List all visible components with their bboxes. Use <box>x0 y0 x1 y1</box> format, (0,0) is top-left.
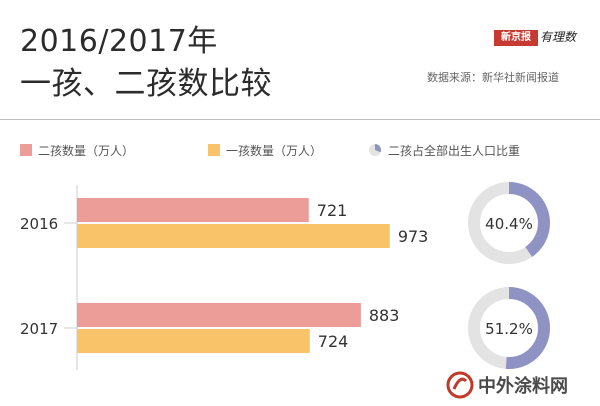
share-label-2016: 40.4% <box>485 215 533 233</box>
divider-accent <box>0 119 22 120</box>
divider <box>20 119 600 120</box>
bar-second-child-2017 <box>77 303 361 327</box>
legend-label-share: 二孩占全部出生人口比重 <box>388 143 521 158</box>
logo-script: 有理数 <box>540 30 577 44</box>
watermark: 中外涂料网 <box>446 370 596 400</box>
chart: 2016 721 973 40.4% 2017 883 724 51.2% <box>20 182 550 370</box>
watermark-text: 中外涂料网 <box>478 376 568 397</box>
legend-item-first-child: 一孩数量（万人） <box>208 140 322 160</box>
donut-slice-2017 <box>468 287 550 369</box>
bar-first-child-2017 <box>77 329 310 353</box>
pie-icon <box>369 143 382 156</box>
data-label: 721 <box>317 201 348 220</box>
legend-label-second-child: 二孩数量（万人） <box>38 143 135 158</box>
legend-label-first-child: 一孩数量（万人） <box>226 143 323 158</box>
watermark-logo-icon <box>446 371 474 399</box>
category-label-2016: 2016 <box>20 215 58 233</box>
data-label: 724 <box>318 332 349 351</box>
title-line-2: 一孩、二孩数比较 <box>20 66 272 102</box>
legend: 二孩数量（万人） 一孩数量（万人） 二孩占全部出生人口比重 <box>0 140 600 160</box>
data-label: 973 <box>398 227 429 246</box>
legend-swatch-second-child <box>20 144 32 156</box>
title-line-1: 2016/2017年 <box>20 24 218 59</box>
legend-item-share: 二孩占全部出生人口比重 <box>368 140 520 160</box>
donut-slice-2016 <box>468 182 550 264</box>
data-label: 883 <box>369 306 400 325</box>
data-source: 数据来源：新华社新闻报道 <box>427 71 559 84</box>
legend-swatch-first-child <box>208 144 220 156</box>
category-label-2017: 2017 <box>20 320 58 338</box>
logo-seal: 新京报 <box>494 30 538 46</box>
bar-second-child-2016 <box>77 198 309 222</box>
bar-first-child-2016 <box>77 224 390 248</box>
share-label-2017: 51.2% <box>485 320 533 338</box>
brand-logo: 新京报 有理数 <box>494 30 580 46</box>
legend-item-second-child: 二孩数量（万人） <box>20 140 134 160</box>
